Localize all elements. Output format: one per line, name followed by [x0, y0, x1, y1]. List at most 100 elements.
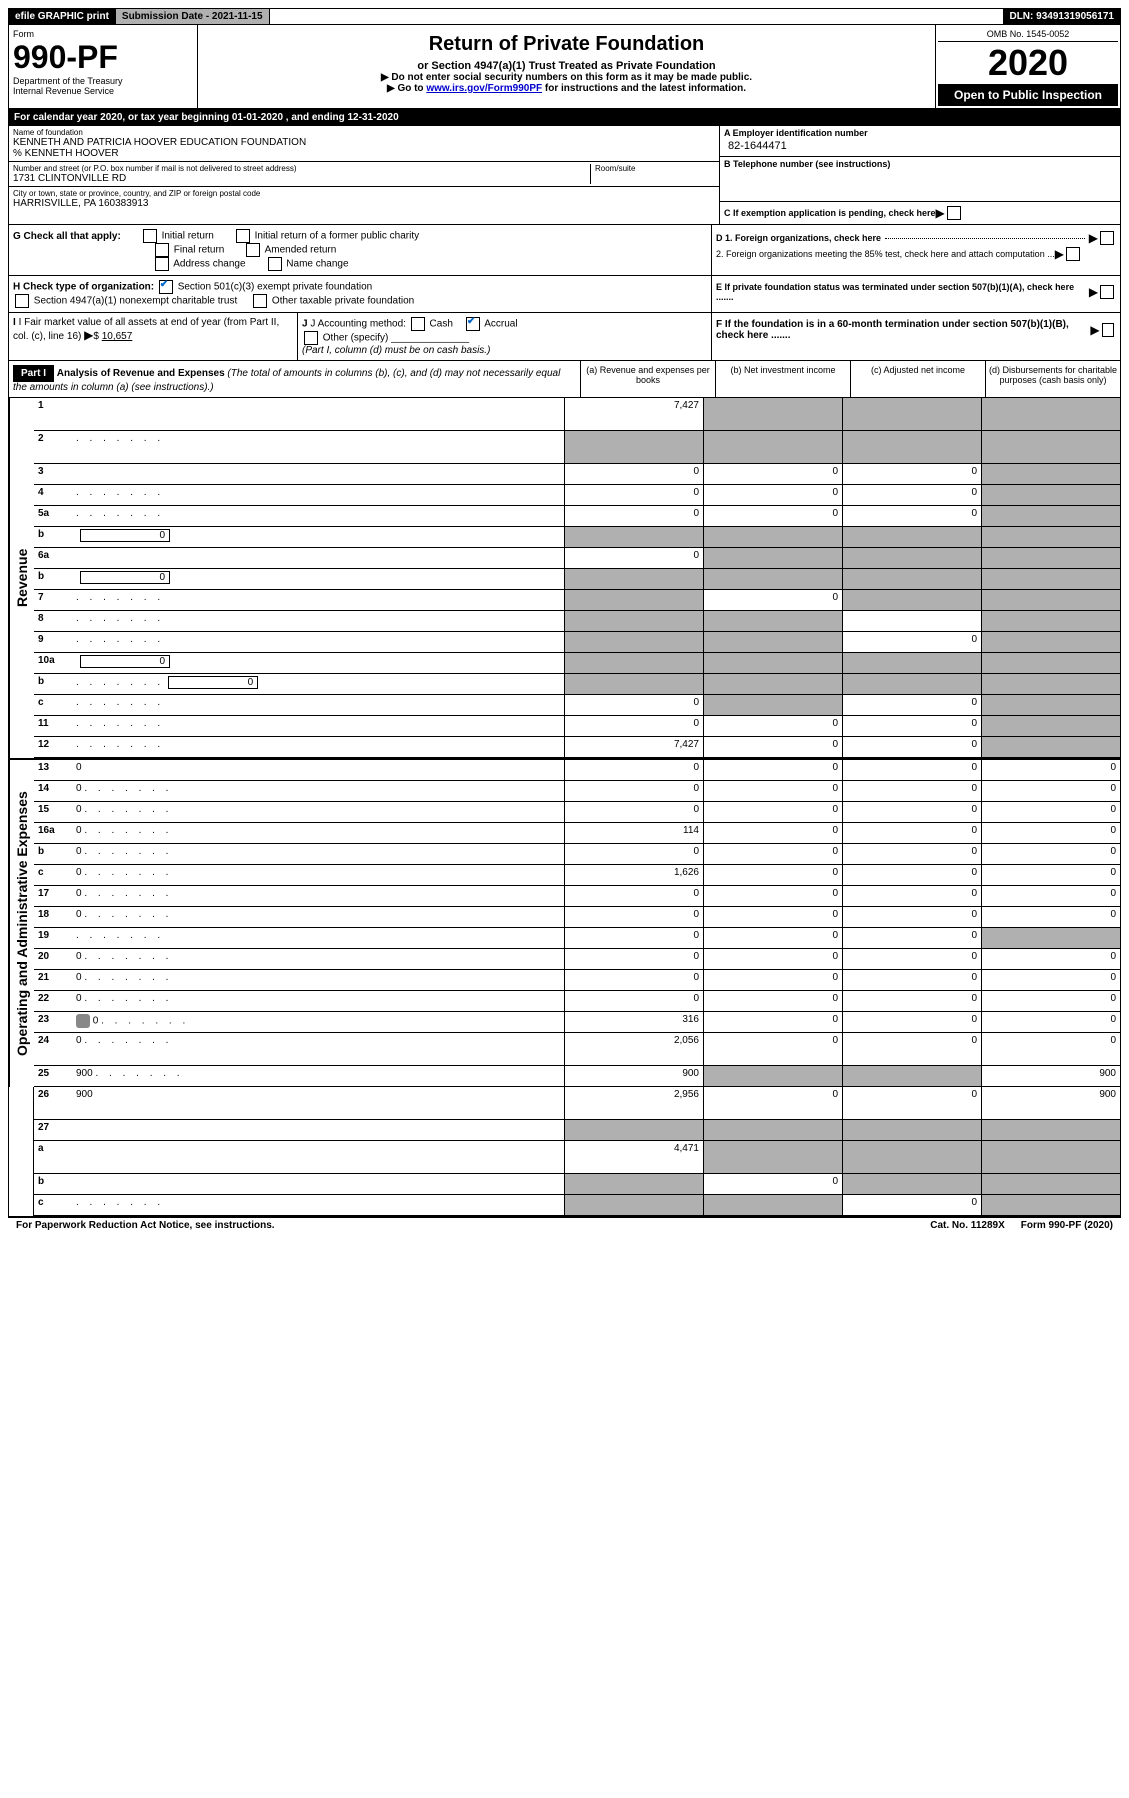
cell-col-a: 0	[564, 548, 703, 568]
cell-col-c: 0	[842, 823, 981, 843]
schedule-icon[interactable]	[76, 1014, 90, 1028]
cell-col-c	[842, 569, 981, 589]
table-row: 170 . . . . . . .0000	[34, 886, 1120, 907]
g-label: G Check all that apply:	[13, 231, 121, 242]
note2-post: for instructions and the latest informat…	[542, 83, 746, 94]
h-501c3-checkbox[interactable]	[159, 280, 173, 294]
cell-col-c: 0	[842, 1033, 981, 1065]
form-word: Form	[13, 29, 193, 39]
e-checkbox[interactable]	[1100, 285, 1114, 299]
dept: Department of the Treasury	[13, 76, 193, 86]
line-description: 0	[72, 653, 564, 673]
j-accrual-checkbox[interactable]	[466, 317, 480, 331]
line-number: b	[34, 569, 72, 589]
line-number: 23	[34, 1012, 72, 1032]
cell-col-a	[564, 527, 703, 547]
d1-checkbox[interactable]	[1100, 231, 1114, 245]
f-check: F If the foundation is in a 60-month ter…	[712, 313, 1120, 360]
cell-col-b: 0	[703, 506, 842, 526]
cell-col-b: 0	[703, 1087, 842, 1119]
table-row: 2 . . . . . . .	[34, 431, 1120, 464]
summary-body: 269002,9560090027a4,471b0c . . . . . . .…	[34, 1087, 1120, 1216]
line-number: 9	[34, 632, 72, 652]
page-footer: For Paperwork Reduction Act Notice, see …	[8, 1218, 1121, 1233]
cell-col-b: 0	[703, 928, 842, 948]
cell-col-c: 0	[842, 970, 981, 990]
cell-col-d	[981, 632, 1120, 652]
cell-col-d	[981, 569, 1120, 589]
g-initial-pub-checkbox[interactable]	[236, 229, 250, 243]
cell-col-d: 0	[981, 970, 1120, 990]
d-checks: D 1. Foreign organizations, check here▶ …	[711, 225, 1120, 275]
table-row: 3000	[34, 464, 1120, 485]
cell-col-d: 0	[981, 1012, 1120, 1032]
line-number: 21	[34, 970, 72, 990]
line-number: 8	[34, 611, 72, 631]
line-description: 0 . . . . . . .	[72, 886, 564, 906]
f-checkbox[interactable]	[1102, 323, 1114, 337]
cell-col-c	[842, 653, 981, 673]
care-of: % KENNETH HOOVER	[13, 148, 715, 159]
summary-spacer	[9, 1087, 34, 1216]
h-other-checkbox[interactable]	[253, 294, 267, 308]
g-name-checkbox[interactable]	[268, 257, 282, 271]
tax-year: 2020	[938, 42, 1118, 84]
arrow-icon: ▶	[1055, 247, 1064, 261]
top-bar: efile GRAPHIC print Submission Date - 20…	[8, 8, 1121, 25]
cell-col-b	[703, 674, 842, 694]
line-number: 3	[34, 464, 72, 484]
cell-col-a	[564, 1174, 703, 1194]
j-other-checkbox[interactable]	[304, 331, 318, 345]
line-description: . . . . . . .	[72, 695, 564, 715]
table-row: 6a0	[34, 548, 1120, 569]
fmv-mid: J J Accounting method: Cash Accrual Othe…	[298, 313, 712, 360]
cell-col-c	[842, 398, 981, 430]
cell-col-c	[842, 1120, 981, 1140]
cell-col-a: 0	[564, 928, 703, 948]
cell-col-b	[703, 431, 842, 463]
g-initial-pub-label: Initial return of a former public charit…	[255, 231, 420, 242]
header: Form 990-PF Department of the Treasury I…	[8, 25, 1121, 109]
j-cash-label: Cash	[430, 319, 453, 330]
cell-col-d	[981, 1120, 1120, 1140]
table-row: b0	[34, 527, 1120, 548]
col-b-head: (b) Net investment income	[715, 361, 850, 397]
cell-col-d	[981, 737, 1120, 757]
name-cell: Name of foundation KENNETH AND PATRICIA …	[9, 126, 719, 162]
g-initial-checkbox[interactable]	[143, 229, 157, 243]
cell-col-d	[981, 398, 1120, 430]
cell-col-c: 0	[842, 991, 981, 1011]
h-4947-checkbox[interactable]	[15, 294, 29, 308]
cell-col-a	[564, 674, 703, 694]
cell-col-a: 2,056	[564, 1033, 703, 1065]
d2-checkbox[interactable]	[1066, 247, 1080, 261]
cell-col-d	[981, 431, 1120, 463]
line-number: 7	[34, 590, 72, 610]
g-addr-checkbox[interactable]	[155, 257, 169, 271]
cell-col-b: 0	[703, 844, 842, 864]
form-title: Return of Private Foundation	[202, 33, 931, 56]
cell-col-d: 0	[981, 886, 1120, 906]
col-d-head: (d) Disbursements for charitable purpose…	[985, 361, 1120, 397]
g-final-checkbox[interactable]	[155, 243, 169, 257]
c-cell: C If exemption application is pending, c…	[720, 204, 1120, 222]
cell-col-a: 0	[564, 760, 703, 780]
line-description: 0 . . . . . . .	[72, 970, 564, 990]
foundation-info: Name of foundation KENNETH AND PATRICIA …	[8, 126, 1121, 225]
check-section-h: H Check type of organization: Section 50…	[8, 276, 1121, 313]
cell-col-b	[703, 632, 842, 652]
j-cash-checkbox[interactable]	[411, 317, 425, 331]
table-row: 19 . . . . . . .000	[34, 928, 1120, 949]
cell-col-b: 0	[703, 464, 842, 484]
table-row: 17,427	[34, 398, 1120, 431]
line-description: . . . . . . .	[72, 506, 564, 526]
irs-link[interactable]: www.irs.gov/Form990PF	[426, 83, 542, 94]
arrow-icon: ▶	[1090, 323, 1099, 337]
line-description: 0 . . . . . . .	[72, 781, 564, 801]
c-checkbox[interactable]	[947, 206, 961, 220]
revenue-side-label: Revenue	[9, 398, 34, 758]
g-amended-checkbox[interactable]	[246, 243, 260, 257]
line-number: 2	[34, 431, 72, 463]
line-description: 900	[72, 1087, 564, 1119]
cell-col-a: 0	[564, 485, 703, 505]
